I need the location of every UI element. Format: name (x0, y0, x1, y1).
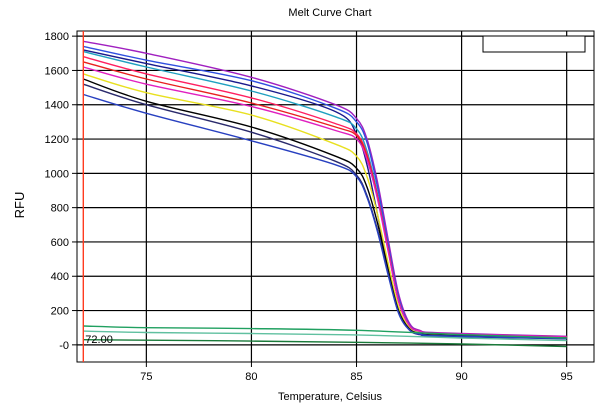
y-tick-label: 200 (51, 306, 69, 318)
plot-frame (76, 30, 595, 363)
x-tick-label: 85 (350, 371, 362, 383)
x-tick-label: 80 (245, 371, 257, 383)
x-tick-label: 75 (140, 371, 152, 383)
y-axis-label: RFU (12, 192, 27, 219)
y-tick-label: 1200 (45, 134, 69, 146)
chart-title: Melt Curve Chart (288, 7, 371, 19)
y-tick-label: 800 (51, 203, 69, 215)
y-tick-label: 1400 (45, 100, 69, 112)
legend-box-frame (482, 35, 586, 53)
series-line (83, 330, 567, 342)
plot-area (76, 30, 595, 363)
series-lines (83, 40, 567, 348)
series-line (83, 93, 567, 340)
y-tick-label: 1000 (45, 168, 69, 180)
y-axis-ticks: -0 200 400 600 800 1000 1200 1400 1600 1800 (45, 31, 77, 352)
series-line (83, 339, 567, 348)
y-tick-label: -0 (59, 340, 69, 352)
x-axis-ticks: 75 80 85 90 95 (140, 362, 573, 383)
x-axis-label: Temperature, Celsius (278, 391, 382, 403)
y-tick-label: 1600 (45, 65, 69, 77)
threshold-label: 72.00 (85, 334, 113, 346)
y-tick-label: 600 (51, 237, 69, 249)
x-tick-label: 90 (455, 371, 467, 383)
legend-box (482, 35, 586, 53)
threshold-marker: 72.00 (82, 31, 113, 362)
series-line (83, 66, 567, 338)
y-tick-label: 400 (51, 271, 69, 283)
y-tick-label: 1800 (45, 31, 69, 43)
x-tick-label: 95 (561, 371, 573, 383)
series-line (83, 325, 567, 339)
